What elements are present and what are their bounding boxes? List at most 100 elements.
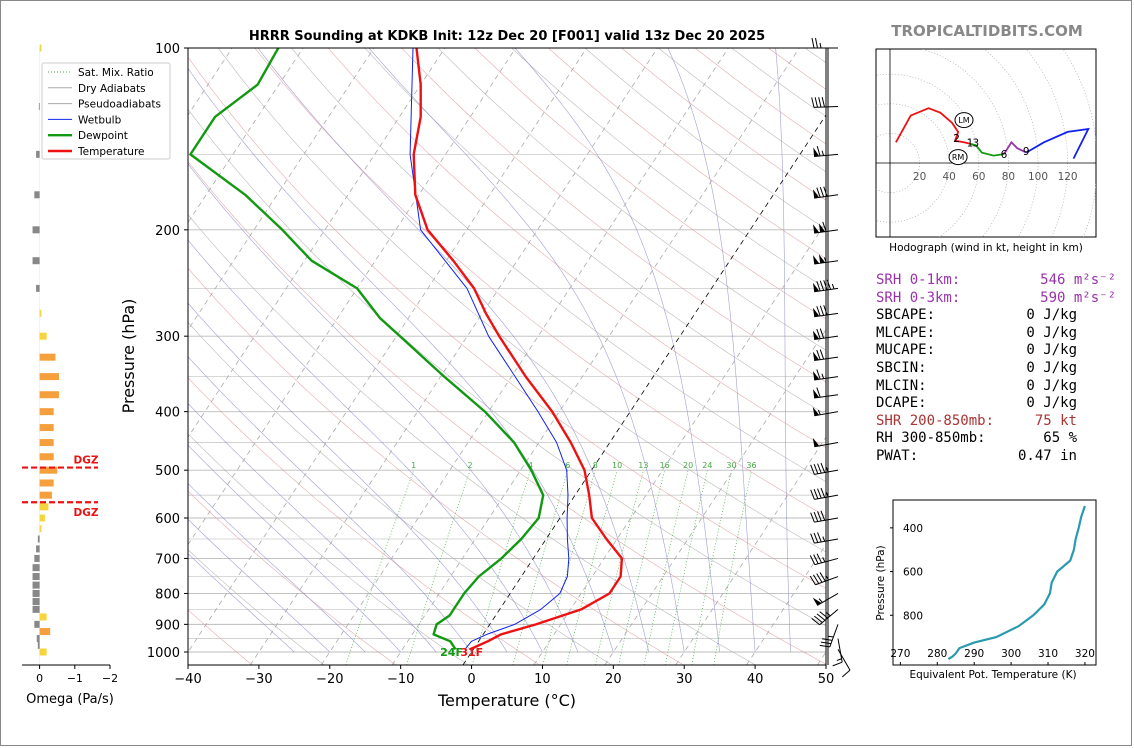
stat-row: MUCAPE: 0 J/kg bbox=[876, 342, 1126, 360]
zero-isotherm bbox=[462, 114, 826, 665]
isotherm bbox=[249, 48, 659, 665]
dry-adiabat bbox=[188, 214, 756, 665]
barb-feather bbox=[823, 305, 828, 316]
stat-row: MLCIN: 0 J/kg bbox=[876, 378, 1126, 396]
barb-feather bbox=[819, 572, 826, 582]
barb-feather bbox=[821, 96, 825, 108]
mixing-ratio-label: 10 bbox=[612, 461, 622, 470]
dry-adiabat bbox=[188, 377, 541, 665]
wind-barb bbox=[809, 553, 839, 566]
omega-bar bbox=[39, 466, 58, 474]
skewt-background-lines: 1 2 4 6 8 10 13 16 20 24 30 36 bbox=[188, 48, 826, 665]
stat-label: SRH 0-3km: bbox=[876, 289, 961, 306]
mixing-ratio-line bbox=[713, 470, 752, 665]
omega-bar bbox=[39, 391, 59, 399]
wind-barb bbox=[812, 221, 839, 234]
dry-adiabat bbox=[474, 48, 826, 320]
barb-flag bbox=[812, 437, 820, 447]
barb-feather bbox=[817, 532, 822, 543]
barb-flag bbox=[812, 330, 820, 340]
storm-motion-label: LM bbox=[958, 116, 969, 125]
x-tick-label: 50 bbox=[818, 672, 835, 687]
theta-e-x-tick-label: 300 bbox=[1001, 648, 1021, 660]
brand-watermark: TROPICALTIDBITS.COM bbox=[891, 22, 1083, 40]
dry-adiabat bbox=[188, 108, 826, 627]
theta-e-x-tick-label: 280 bbox=[927, 648, 947, 660]
barb-flag bbox=[818, 254, 826, 264]
dry-adiabat bbox=[188, 161, 826, 665]
omega-bar bbox=[34, 554, 40, 562]
hodograph-ring-label: 20 bbox=[913, 171, 926, 183]
barb-feather bbox=[809, 555, 816, 565]
x-tick-label: 10 bbox=[534, 672, 551, 687]
wind-barb bbox=[812, 406, 839, 417]
dry-adiabat bbox=[188, 609, 253, 665]
barb-feather bbox=[832, 661, 843, 667]
barb-shaft bbox=[837, 638, 843, 663]
hodograph-ring-label: 120 bbox=[1058, 171, 1078, 183]
barb-feather bbox=[819, 187, 825, 197]
x-tick-label: 0 bbox=[467, 672, 475, 687]
barb-shaft bbox=[814, 153, 839, 157]
mixing-ratio-label: 30 bbox=[726, 461, 736, 470]
dry-adiabat bbox=[437, 48, 826, 351]
wetbulb-line bbox=[409, 48, 570, 650]
mixing-ratio-line bbox=[512, 470, 569, 665]
pseudoadiabat bbox=[188, 518, 331, 653]
wind-barb bbox=[812, 328, 839, 341]
y-tick-label: 100 bbox=[155, 42, 180, 57]
stat-value: 75 kt bbox=[1034, 412, 1077, 429]
barb-feather bbox=[842, 669, 851, 678]
barb-feather bbox=[819, 611, 828, 619]
wind-barb bbox=[812, 369, 839, 381]
barb-feather bbox=[819, 305, 825, 316]
wind-barb bbox=[810, 487, 839, 500]
omega-bar bbox=[36, 635, 40, 643]
stat-value: 0 J/kg bbox=[1026, 359, 1077, 376]
mixing-ratio-line bbox=[594, 470, 644, 665]
barb-feather bbox=[809, 575, 816, 586]
wind-barb bbox=[811, 608, 839, 626]
y-tick-label: 300 bbox=[155, 330, 180, 345]
barb-feather bbox=[813, 574, 820, 584]
barb-feather bbox=[818, 97, 822, 108]
hodograph-height-label: 3 bbox=[972, 137, 979, 149]
mixing-ratio-line bbox=[618, 470, 665, 665]
dgz-label-bottom: DGZ bbox=[74, 507, 99, 519]
pseudoadiabat bbox=[667, 48, 756, 653]
stat-row: MLCAPE: 0 J/kg bbox=[876, 325, 1126, 343]
mixing-ratio-line bbox=[345, 470, 414, 665]
barb-shaft bbox=[819, 608, 839, 626]
omega-bar bbox=[39, 353, 56, 361]
barb-flag bbox=[812, 389, 820, 399]
barb-feather bbox=[826, 279, 832, 290]
skewt-plot-frame bbox=[187, 47, 827, 666]
skewt-legend: Sat. Mix. Ratio Dry Adiabats Pseudoadiabat… bbox=[41, 62, 171, 160]
barb-feather bbox=[811, 618, 820, 626]
barb-feather bbox=[816, 573, 823, 583]
wind-barb bbox=[812, 349, 839, 362]
barb-feather bbox=[820, 510, 826, 521]
y-tick-label: 800 bbox=[155, 587, 180, 602]
surface-temperature-label: 31F bbox=[460, 646, 483, 659]
theta-e-x-tick-label: 320 bbox=[1075, 648, 1095, 660]
legend-entry: Temperature bbox=[77, 146, 145, 158]
barb-half-feather bbox=[828, 635, 834, 638]
barb-feather bbox=[816, 281, 821, 292]
barb-feather bbox=[811, 37, 815, 49]
barb-half-feather bbox=[822, 557, 826, 563]
stat-row: SRH 0-1km: 546 m²s⁻² bbox=[876, 272, 1126, 290]
barb-feather bbox=[816, 369, 821, 380]
wind-barb bbox=[812, 254, 839, 265]
barb-feather bbox=[816, 328, 821, 339]
skewt-axes: −40 −30 −20 −10 0 10 20 30 40 50 100 200 300 400 500 60… bbox=[147, 42, 834, 687]
pseudoadiabat bbox=[188, 553, 295, 653]
mixing-ratio-line bbox=[566, 470, 618, 665]
stat-label: RH 300-850mb: bbox=[876, 430, 986, 447]
hodograph-ring-label: 60 bbox=[972, 171, 985, 183]
barb-feather bbox=[810, 533, 815, 544]
mixing-ratio-label: 20 bbox=[683, 461, 693, 470]
omega-bar bbox=[39, 439, 54, 447]
barb-shaft bbox=[814, 469, 839, 475]
